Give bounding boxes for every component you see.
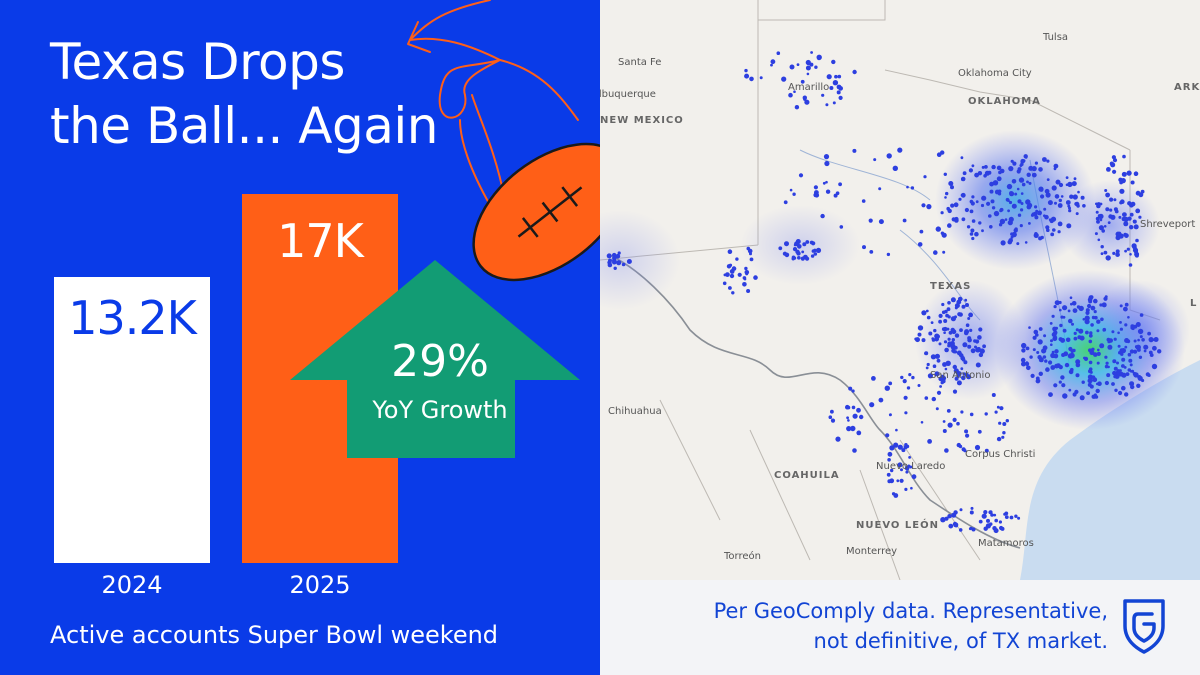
map-region-oklahoma: OKLAHOMA [968,96,1041,107]
title-line-1: Texas Drops [50,33,345,91]
map-region-arkansas: ARKA [1174,82,1200,93]
growth-arrow-icon [290,260,580,458]
growth-label: YoY Growth [372,396,508,424]
left-panel: Texas Drops the Ball... Again 13.2K 2024 1… [0,0,600,675]
x-tick-label-2024: 2024 [101,571,163,599]
map-region-new-mexico: NEW MEXICO [600,115,684,126]
map-label-san-antonio: San Antonio [930,370,991,381]
geocomply-shield-icon [1123,599,1165,654]
football-icon [407,0,600,282]
data-note-line-1: Per GeoComply data. Representative, [713,599,1108,623]
map-label-corpus-christi: Corpus Christi [965,449,1036,460]
map-label-torreon: Torreón [724,551,761,562]
title-line-2: the Ball... Again [50,97,438,155]
bar-value-label-2024: 13.2K [68,290,197,345]
map-label-santa-fe: Santa Fe [618,57,662,68]
footer: Per GeoComply data. Representative, not … [600,580,1200,675]
heatmap-map: Tulsa Santa Fe Oklahoma City Albuquerque… [600,0,1200,580]
bar-value-label-2025: 17K [277,214,364,269]
page-title: Texas Drops the Ball... Again [50,30,500,158]
map-label-albuquerque: Albuquerque [600,89,656,100]
data-note-line-2: not definitive, of TX market. [813,629,1108,653]
growth-percent: 29% [391,336,489,387]
map-region-louisiana: L [1190,298,1198,309]
map-label-oklahoma-city: Oklahoma City [958,68,1032,79]
map-label-nuevo-laredo: Nuevo Laredo [876,461,946,472]
map-canvas [600,0,1200,580]
map-label-matamoros: Matamoros [978,538,1034,549]
x-tick-label-2025: 2025 [289,571,351,599]
map-label-chihuahua: Chihuahua [608,406,662,417]
map-region-nuevo-leon: NUEVO LEÓN [856,520,939,531]
bar-2024: 13.2K [54,276,210,563]
map-region-coahuila: COAHUILA [774,470,840,481]
map-label-tulsa: Tulsa [1043,32,1069,43]
data-note: Per GeoComply data. Representative, not … [628,596,1108,656]
map-region-texas: TEXAS [930,281,972,292]
map-label-shreveport: Shreveport [1140,219,1196,230]
chart-caption: Active accounts Super Bowl weekend [50,621,499,649]
map-label-monterrey: Monterrey [846,546,898,557]
map-label-amarillo: Amarillo [788,82,830,93]
